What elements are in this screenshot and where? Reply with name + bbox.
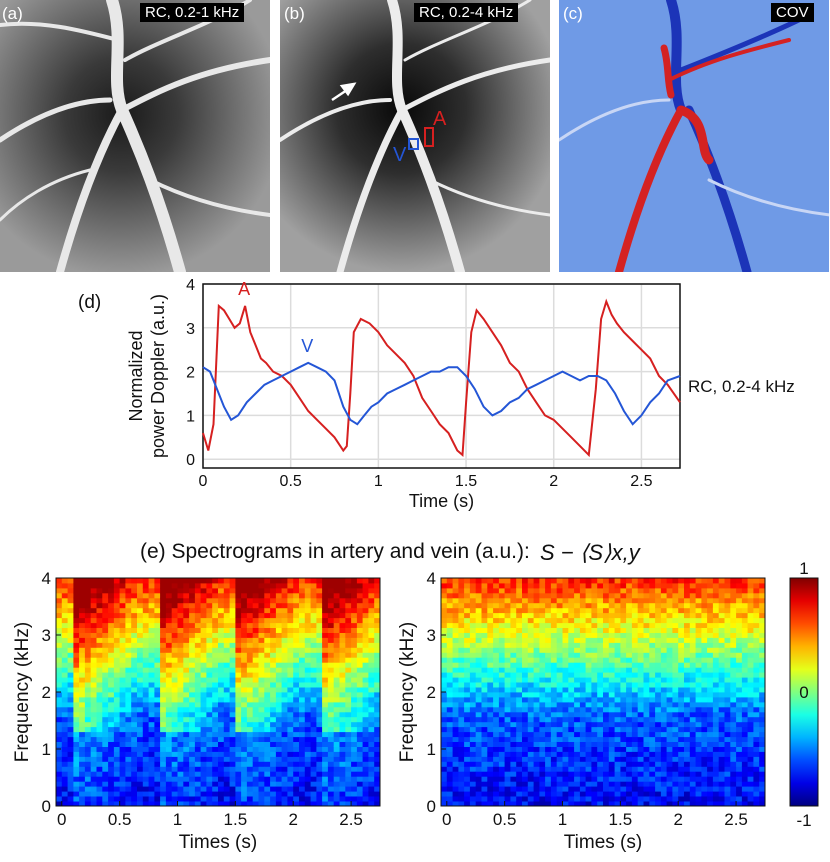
colorbar-tick-label: -1 <box>796 811 811 830</box>
panel-d-label: (d) <box>78 292 101 313</box>
vein-marker-label: V <box>393 144 407 166</box>
y-tick-label: 0 <box>186 452 195 469</box>
x-tick-label: 1 <box>173 810 182 829</box>
y-tick-label: 0 <box>42 797 51 816</box>
arrow-icon <box>331 82 357 102</box>
x-tick-label: 1.5 <box>224 810 248 829</box>
fundus-image-a <box>0 0 270 272</box>
colorbar-tick-label: 1 <box>799 559 808 578</box>
x-tick-label: 2 <box>673 810 682 829</box>
colorbar <box>789 577 819 807</box>
x-tick-label: 0 <box>199 473 208 490</box>
x-tick-label: 2 <box>549 473 558 490</box>
x-axis-label-e: Times (s) <box>179 832 257 853</box>
panel-e-formula: S − ⟨S⟩x,y <box>540 540 642 565</box>
panel-e-title: (e) Spectrograms in artery and vein (a.u… <box>140 540 530 563</box>
x-axis-label-e: Times (s) <box>564 832 642 853</box>
x-tick-label: 0.5 <box>108 810 132 829</box>
y-tick-label: 3 <box>186 321 195 338</box>
y-tick-label: 3 <box>42 626 51 645</box>
x-tick-label: 1 <box>558 810 567 829</box>
cov-image <box>559 0 829 272</box>
colorbar-tick-label: 0 <box>799 683 808 702</box>
artery-marker-label: A <box>433 108 447 130</box>
y-tick-label: 4 <box>427 569 436 588</box>
y-tick-label: 1 <box>42 740 51 759</box>
y-tick-label: 4 <box>42 569 51 588</box>
x-tick-label: 0.5 <box>493 810 517 829</box>
x-tick-label: 2.5 <box>339 810 363 829</box>
plot-frame-d <box>202 283 681 469</box>
x-tick-label: 0 <box>57 810 66 829</box>
panel-a-label: (a) <box>2 4 23 23</box>
y-tick-label: 2 <box>42 683 51 702</box>
series-line-a <box>202 298 681 458</box>
y-tick-label: 2 <box>186 365 195 382</box>
x-tick-label: 2.5 <box>724 810 748 829</box>
x-tick-label: 2 <box>288 810 297 829</box>
panel-b-tag: RC, 0.2-4 kHz <box>414 3 519 22</box>
y-tick-label: 1 <box>186 408 195 425</box>
x-tick-label: 0.5 <box>280 473 302 490</box>
spectrogram-cells-1 <box>441 578 766 807</box>
image-panel-a <box>0 0 270 272</box>
y-axis-label-d-line2: power Doppler (a.u.) <box>148 294 168 458</box>
x-tick-label: 2.5 <box>630 473 652 490</box>
x-tick-label: 1.5 <box>455 473 477 490</box>
fundus-image-b <box>280 0 550 272</box>
x-tick-label: 1 <box>374 473 383 490</box>
charts-area: 0 0.5 1 1.5 2 2.5 0 1 2 3 4 A V Time (s) Normalized pow… <box>12 278 819 853</box>
panel-c-tag: COV <box>771 3 814 22</box>
x-tick-label: 0 <box>442 810 451 829</box>
series-label-vein: V <box>301 336 313 356</box>
artery-roi-box <box>424 127 434 147</box>
panel-b-label: (b) <box>284 4 305 23</box>
y-axis-label-e: Frequency (kHz) <box>12 622 33 762</box>
y-tick-label: 4 <box>186 278 195 294</box>
image-panel-b <box>280 0 550 272</box>
y-axis-label-e: Frequency (kHz) <box>397 622 418 762</box>
y-tick-label: 0 <box>427 797 436 816</box>
series-line-v <box>202 361 681 426</box>
y-tick-label: 1 <box>427 740 436 759</box>
vein-roi-box <box>408 138 419 150</box>
y-axis-label-d-line1: Normalized <box>126 330 146 421</box>
series-label-artery: A <box>238 279 250 299</box>
panel-c-label: (c) <box>563 4 583 23</box>
panel-a-tag: RC, 0.2-1 kHz <box>140 3 245 22</box>
image-panel-c <box>559 0 829 272</box>
x-tick-label: 1.5 <box>609 810 633 829</box>
y-tick-label: 2 <box>427 683 436 702</box>
panel-d-side-label: RC, 0.2-4 kHz <box>688 377 795 396</box>
y-tick-label: 3 <box>427 626 436 645</box>
x-axis-label-d: Time (s) <box>409 491 474 511</box>
spectrogram-cells-0 <box>56 578 381 807</box>
